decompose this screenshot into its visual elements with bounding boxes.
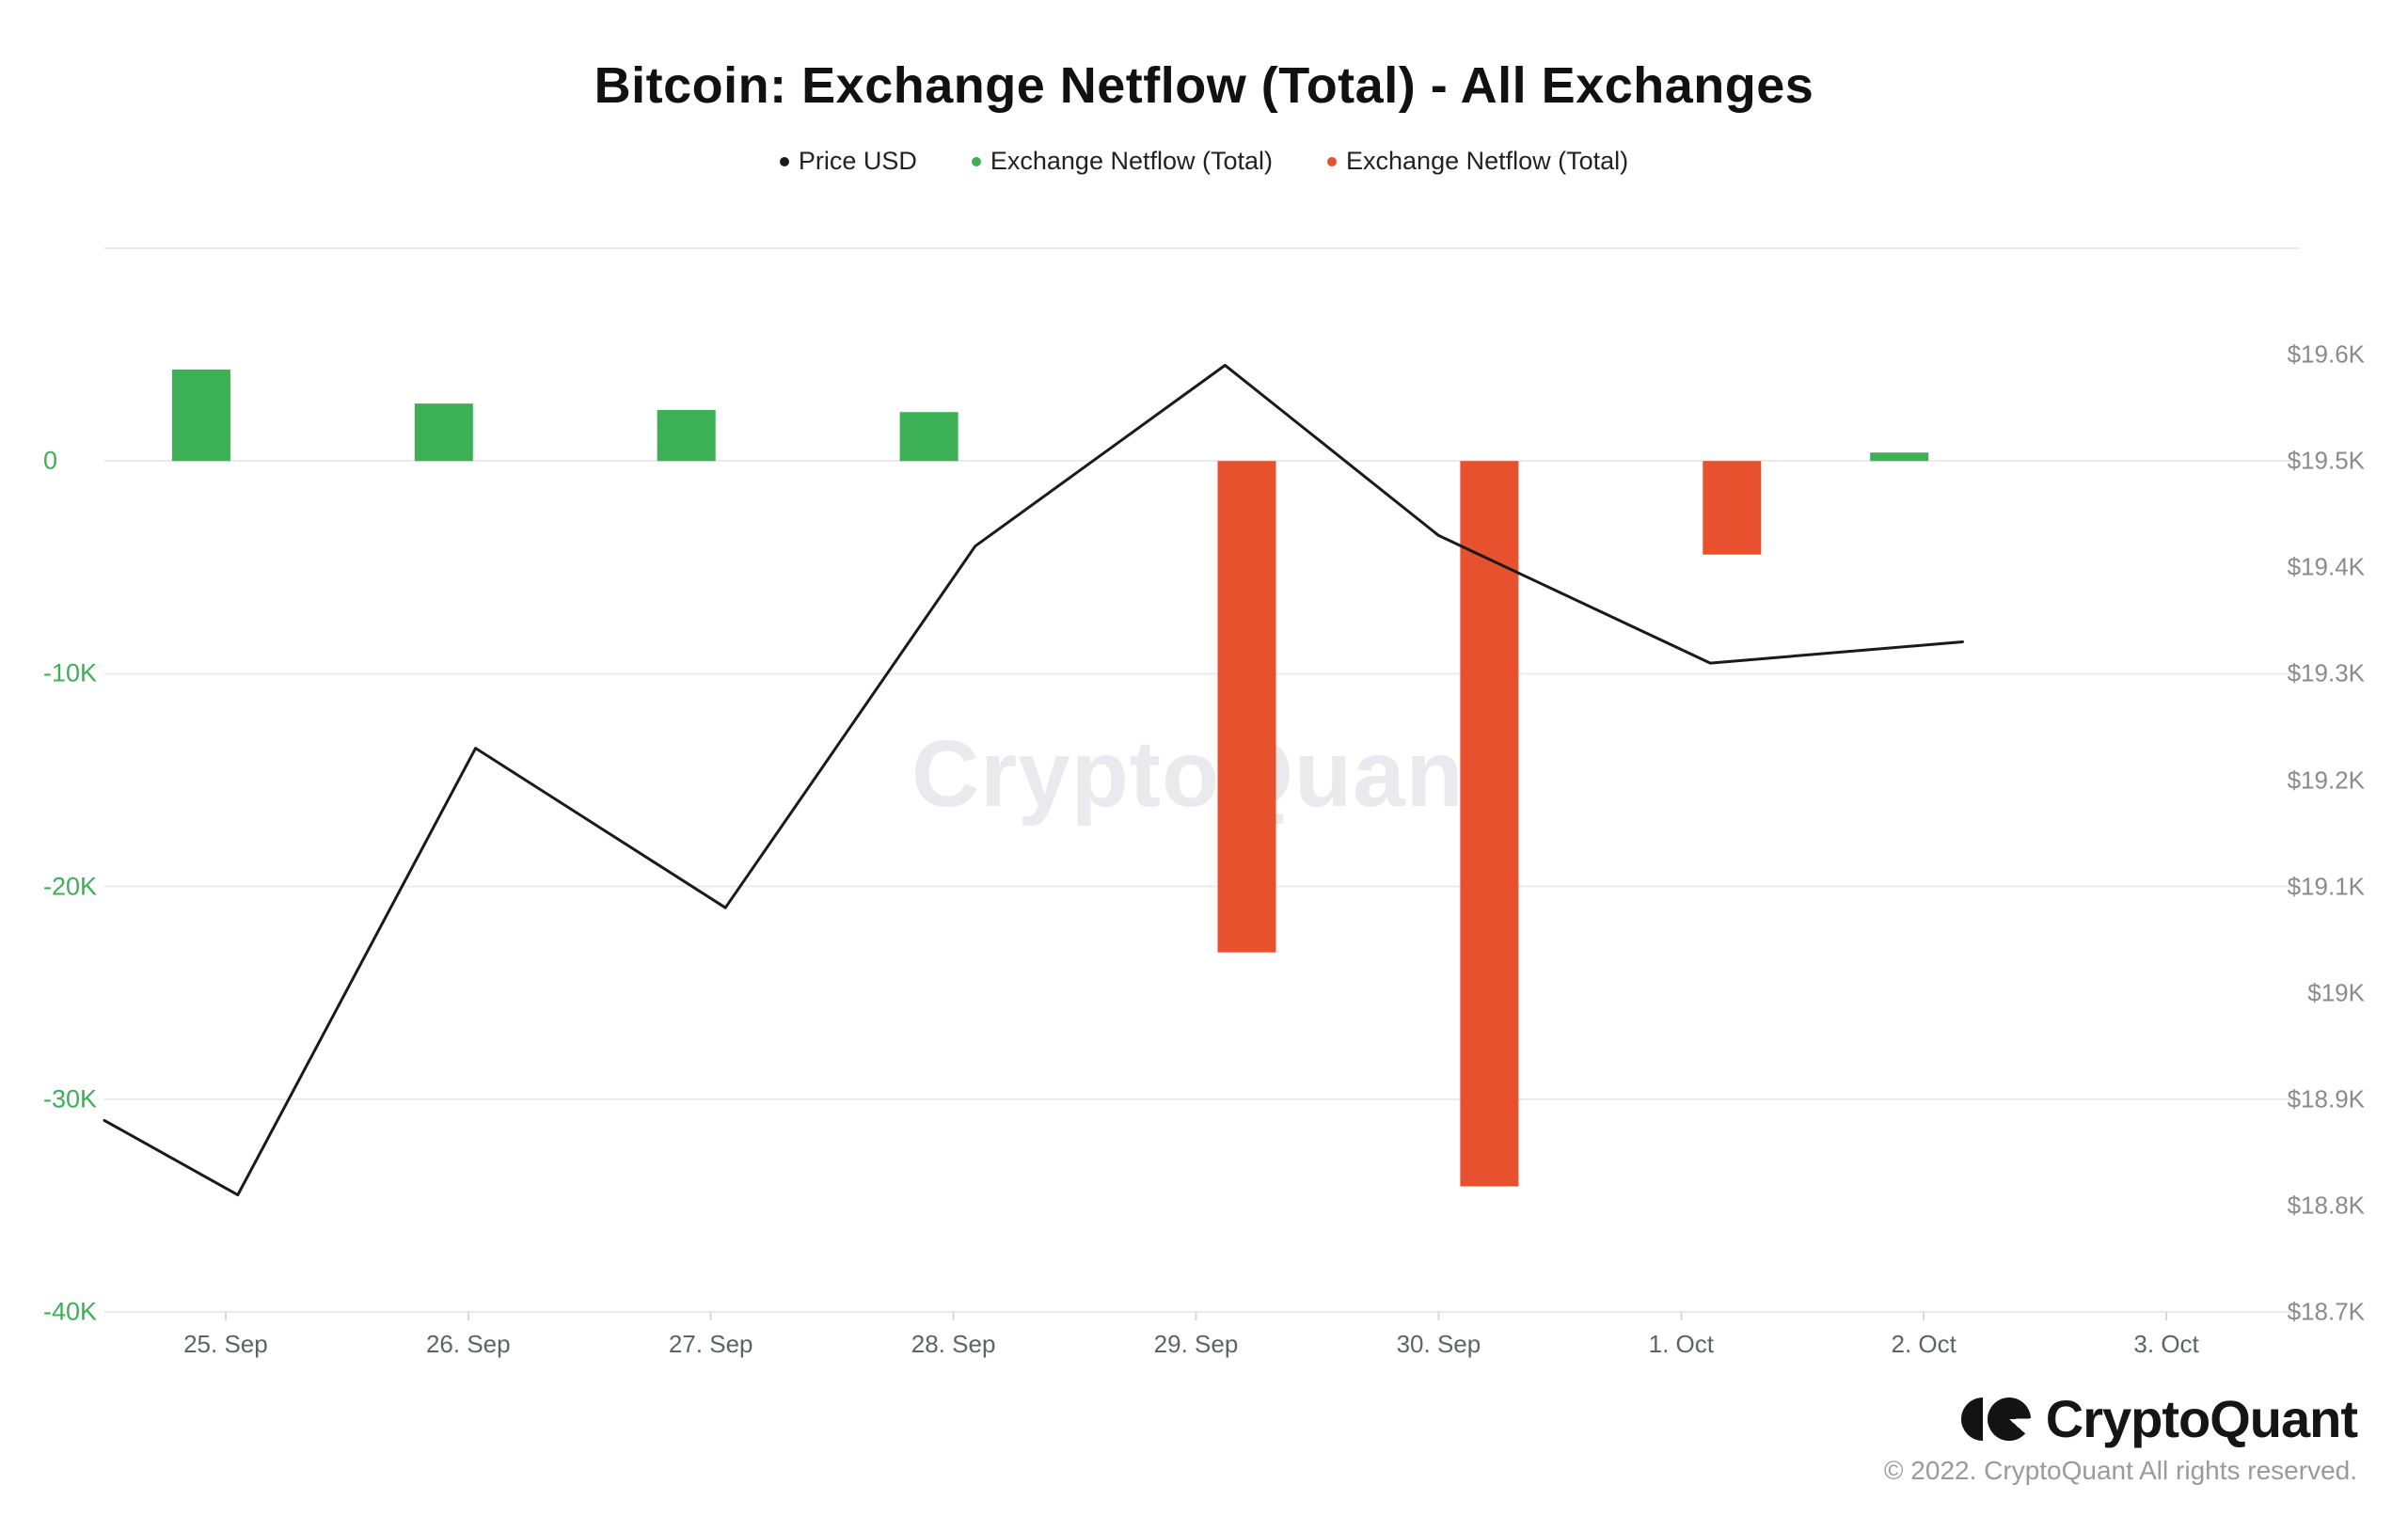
netflow-bar-negative[interactable] xyxy=(1217,461,1276,953)
legend-label: Exchange Netflow (Total) xyxy=(1346,147,1629,175)
cryptoquant-logo[interactable]: CryptoQuant xyxy=(1960,1388,2358,1449)
netflow-bar-positive[interactable] xyxy=(171,369,230,462)
netflow-bar-negative[interactable] xyxy=(1703,461,1762,555)
legend-item-netflow-negative[interactable]: Exchange Netflow (Total) xyxy=(1327,147,1628,176)
netflow-bar-negative[interactable] xyxy=(1460,461,1519,1187)
legend: Price USD Exchange Netflow (Total) Excha… xyxy=(0,147,2408,176)
netflow-bar-positive[interactable] xyxy=(414,403,473,462)
cryptoquant-watermark: CryptoQuant xyxy=(911,721,1497,827)
price-line[interactable] xyxy=(103,363,1964,1197)
cryptoquant-logo-text: CryptoQuant xyxy=(2045,1389,2358,1448)
price-usd-swatch-icon xyxy=(779,156,789,166)
netflow-bar-positive[interactable] xyxy=(657,409,716,462)
netflow-positive-swatch-icon xyxy=(971,156,981,166)
netflow-bar-positive[interactable] xyxy=(899,412,958,462)
netflow-bar-positive[interactable] xyxy=(1870,452,1929,462)
legend-item-netflow-positive[interactable]: Exchange Netflow (Total) xyxy=(971,147,1274,176)
copyright-text: © 2022. CryptoQuant All rights reserved. xyxy=(1883,1456,2357,1485)
cryptoquant-logo-icon xyxy=(1960,1397,2031,1441)
legend-label: Exchange Netflow (Total) xyxy=(990,147,1274,175)
chart-title: Bitcoin: Exchange Netflow (Total) - All … xyxy=(594,57,1814,114)
legend-label: Price USD xyxy=(798,147,917,175)
netflow-negative-swatch-icon xyxy=(1327,156,1338,166)
legend-item-price-usd[interactable]: Price USD xyxy=(779,147,917,176)
